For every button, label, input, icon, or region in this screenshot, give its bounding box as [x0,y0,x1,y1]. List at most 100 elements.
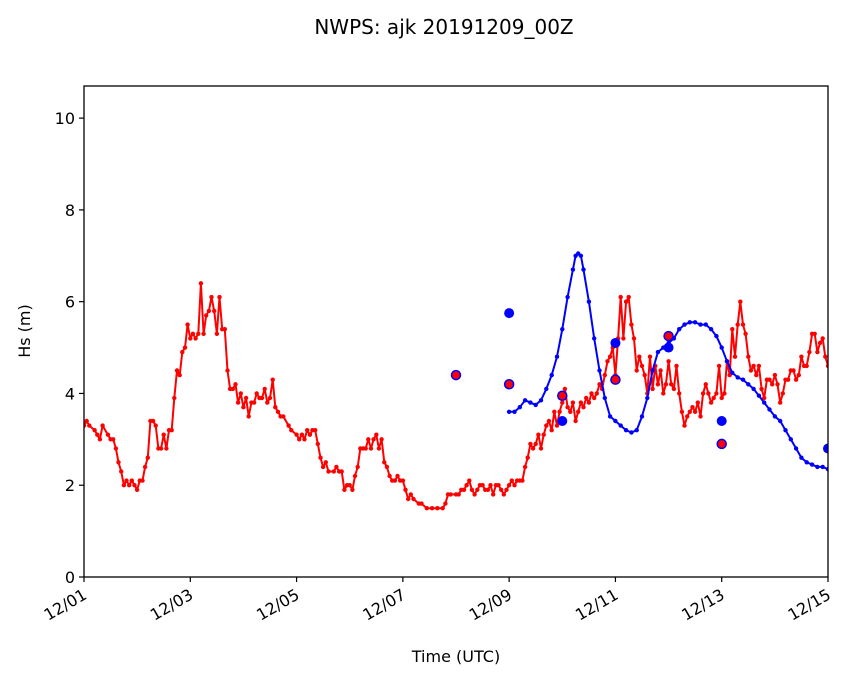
blue-large-marker [557,415,568,426]
x-tick-label: 12/07 [359,585,408,625]
series-1-point [573,418,578,424]
series-1-point [796,372,801,378]
series-1-point [214,331,220,336]
series-1-point [198,281,204,286]
series-1-point [793,377,799,382]
series-1-point [204,313,209,318]
series-1-point [190,331,196,336]
series-2-point [602,395,607,401]
series-1-point [565,405,570,410]
series-1-point [491,492,496,497]
series-1-point [246,414,251,419]
series-2-point [586,299,592,304]
series-1-point [129,478,134,483]
series-1-point [294,432,299,437]
series-1-point [105,432,111,437]
series-1-point [185,322,190,327]
series-2-point [565,294,570,300]
series-1-point [384,464,390,470]
series-1-point [119,469,124,474]
series-1-point [196,331,201,336]
series-1-point [475,487,480,492]
series-1-point [140,478,145,483]
series-1-point [323,460,328,465]
series-1-point [767,377,772,382]
series-1-point [275,409,281,414]
series-1-point [634,368,639,373]
series-1-point [480,483,485,488]
series-1-point [607,354,613,359]
series-1-point [538,446,544,451]
series-1-point [655,382,661,387]
series-1-point [780,391,785,396]
series-1-point [87,423,92,428]
series-1-point [562,386,568,392]
series-1-point [685,414,690,419]
series-2-point [597,368,602,373]
series-1-point [403,487,408,492]
series-2-point [639,414,645,419]
series-1-point [658,368,663,373]
series-1-point [687,409,692,414]
series-1-point [355,464,360,470]
series-1-point [201,331,206,336]
series-1-point [443,501,448,506]
series-1-point [193,336,198,341]
series-1-point [456,492,461,497]
series-1-point [506,483,512,488]
y-tick-label: 6 [65,293,75,312]
series-1-point [695,400,700,405]
blue-large-marker [663,342,674,353]
series-2-point [703,322,708,327]
series-1-point [374,432,379,437]
series-1-point [302,437,307,442]
x-axis-label: Time (UTC) [411,647,500,666]
series-1-point [584,395,589,401]
series-1-point [305,428,310,433]
series-1-point [270,377,275,382]
y-tick-label: 10 [55,109,75,128]
series-1-point [320,464,326,470]
series-1-point [217,294,222,300]
plot-frame [83,85,829,578]
series-1-point [679,409,685,414]
series-1-point [530,446,536,451]
series-2-point [538,398,544,403]
series-2-point [719,345,724,350]
blue-large-marker [716,415,727,426]
series-1-point [127,483,132,488]
series-1-point [251,400,257,405]
series-1-point [756,363,762,369]
series-1-point [387,473,392,479]
series-1-point [594,391,599,396]
series-1-point [299,432,305,437]
series-1-point [586,400,592,405]
series-2-point [560,327,565,332]
series-2-point [650,368,655,373]
series-1-point [100,423,105,428]
series-2-point [735,375,740,380]
blue-large-marker [610,337,621,348]
x-axis: 12/01 12/03 12/05 12/07 12/09 12/11 12/13 12/15 [41,577,834,624]
series-1-point [661,391,666,396]
series-1-line [84,282,828,510]
series-2-point [793,446,799,451]
series-1-point [772,372,778,378]
x-tick-label: 12/15 [785,585,834,625]
series-1-point [637,354,642,359]
series-1-point [496,483,501,488]
series-1-point [145,455,150,460]
chart-title: NWPS: ajk 20191209_00Z [314,15,573,39]
series-1-point [307,432,313,437]
series-1-point [834,364,838,368]
series-2-point [804,460,809,465]
series-1-point [347,483,352,488]
series-1-point [839,364,843,368]
series-1-point [150,418,156,424]
series-1-point [504,487,509,492]
series-1-point [392,478,398,483]
series-1-point [544,423,549,428]
series-1-point [674,363,679,369]
red-large-marker [450,369,462,381]
series-2-point [522,398,528,403]
